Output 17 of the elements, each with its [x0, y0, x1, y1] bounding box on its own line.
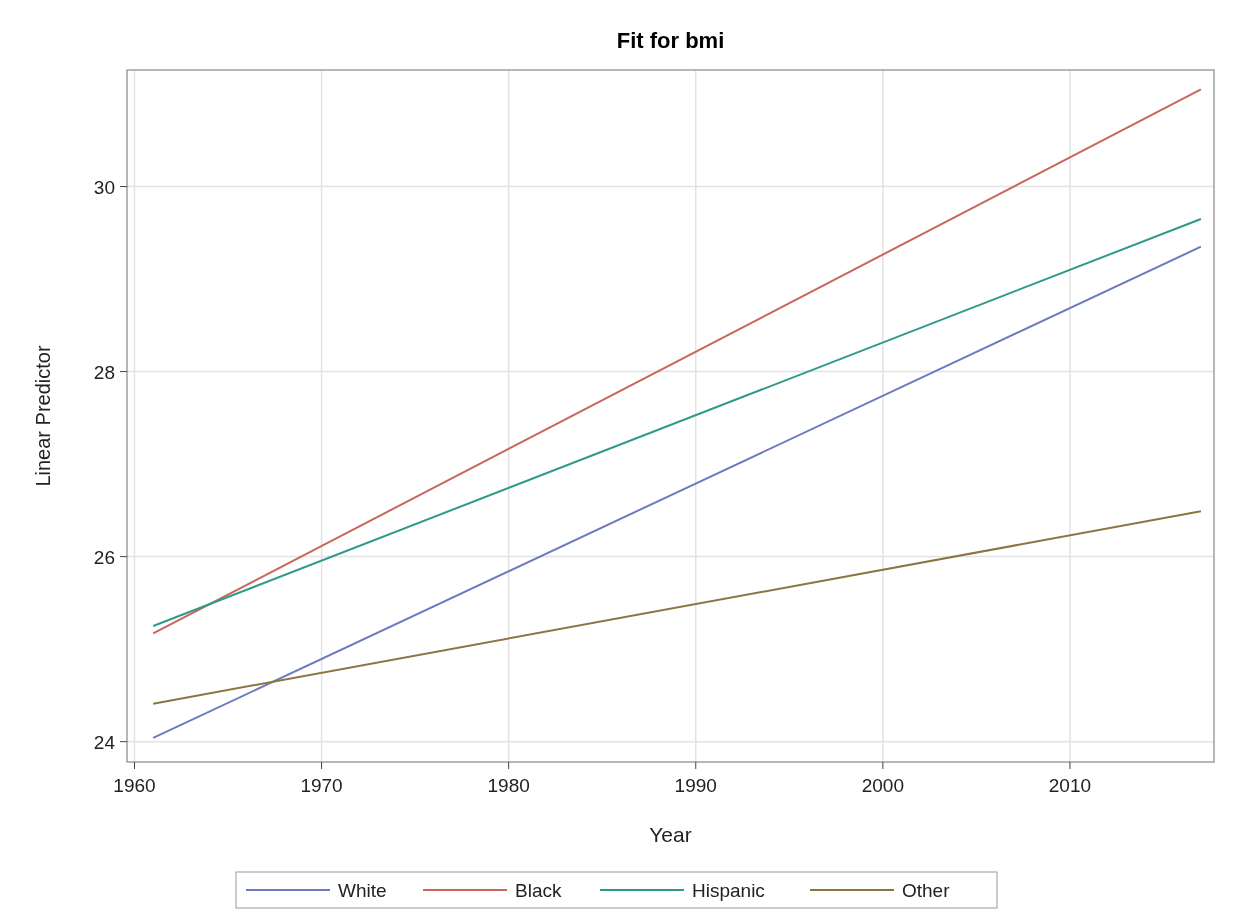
x-tick-label: 1960 [113, 775, 156, 796]
legend-label: Hispanic [692, 880, 765, 901]
legend-label: Other [902, 880, 951, 901]
chart-title: Fit for bmi [616, 28, 725, 53]
x-tick-label: 1990 [674, 775, 717, 796]
y-axis-title: Linear Predictor [32, 345, 54, 487]
x-tick-label: 1970 [300, 775, 343, 796]
y-tick-label: 26 [93, 546, 115, 568]
x-tick-label: 2010 [1048, 775, 1092, 796]
x-axis-title: Year [649, 823, 692, 846]
y-tick-label: 28 [93, 361, 115, 383]
x-tick-label: 2000 [861, 775, 904, 796]
x-tick-label: 1980 [487, 775, 530, 796]
y-tick-label: 30 [93, 176, 115, 198]
legend-label: Black [515, 880, 562, 901]
y-tick-label: 24 [93, 731, 116, 753]
legend-label: White [338, 880, 387, 901]
